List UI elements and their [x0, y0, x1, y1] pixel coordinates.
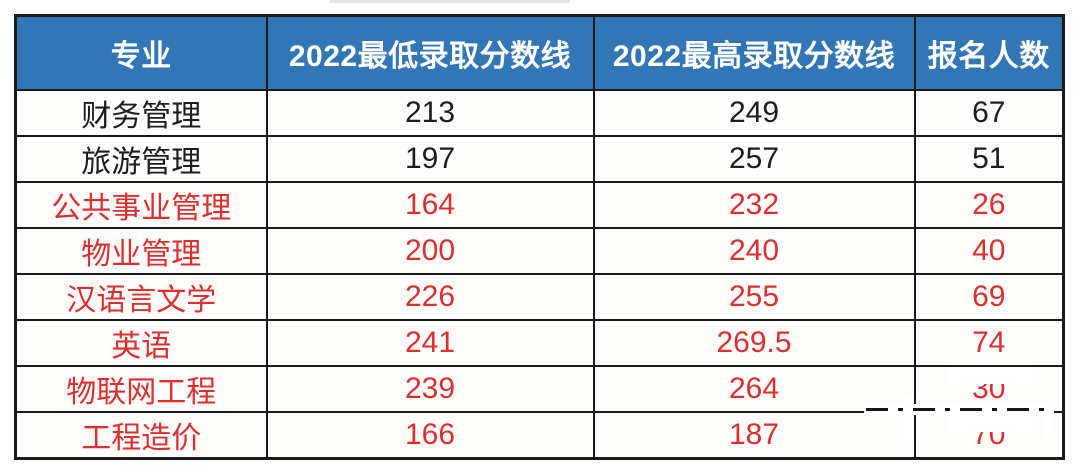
cell-major: 工程造价	[14, 410, 268, 459]
cell-major: 公共事业管理	[14, 180, 268, 229]
cell-min-score: 200	[265, 226, 595, 275]
admission-scores-table: 专业 2022最低录取分数线 2022最高录取分数线 报名人数 财务管理 213 2…	[14, 14, 1065, 460]
cell-min-score: 241	[265, 318, 595, 367]
cell-min-score: 226	[265, 272, 595, 321]
cell-min-score: 166	[265, 410, 595, 459]
cell-max-score: 255	[592, 272, 916, 321]
cell-max-score: 240	[592, 226, 916, 275]
table-row: 旅游管理 197 257 51	[14, 134, 1065, 183]
table-row: 公共事业管理 164 232 26	[14, 180, 1065, 229]
column-header-major: 专业	[14, 14, 268, 91]
cell-applicants: 51	[913, 134, 1065, 183]
table-row: 物联网工程 239 264 30	[14, 364, 1065, 413]
watermark-erase-patch	[905, 396, 914, 442]
table-header: 专业 2022最低录取分数线 2022最高录取分数线 报名人数	[14, 14, 1065, 91]
cell-min-score: 239	[265, 364, 595, 413]
table-row: 财务管理 213 249 67	[14, 88, 1065, 137]
cell-major: 物业管理	[14, 226, 268, 275]
table-row: 英语 241 269.5 74	[14, 318, 1065, 367]
cell-major: 英语	[14, 318, 268, 367]
cell-min-score: 213	[265, 88, 595, 137]
cell-applicants: 26	[913, 180, 1065, 229]
column-header-max-score-2022: 2022最高录取分数线	[592, 14, 916, 91]
cell-max-score: 232	[592, 180, 916, 229]
cell-max-score: 187	[592, 410, 916, 459]
table-row: 汉语言文学 226 255 69	[14, 272, 1065, 321]
column-header-min-score-2022: 2022最低录取分数线	[265, 14, 595, 91]
cropped-edge-smudge	[330, 0, 570, 3]
cell-applicants: 69	[913, 272, 1065, 321]
cell-max-score: 264	[592, 364, 916, 413]
cell-max-score: 249	[592, 88, 916, 137]
watermark-erase-patch	[1044, 402, 1054, 439]
table-body: 财务管理 213 249 67 旅游管理 197 257 51 公共事业管理 164 232 26 物业…	[14, 88, 1065, 459]
table-row: 工程造价 166 187 70	[14, 410, 1065, 459]
cell-major: 旅游管理	[14, 134, 268, 183]
cell-major: 财务管理	[14, 88, 268, 137]
header-row: 专业 2022最低录取分数线 2022最高录取分数线 报名人数	[14, 14, 1065, 91]
table-row: 物业管理 200 240 40	[14, 226, 1065, 275]
cell-major: 物联网工程	[14, 364, 268, 413]
cell-major: 汉语言文学	[14, 272, 268, 321]
cell-applicants: 67	[913, 88, 1065, 137]
cell-max-score: 269.5	[592, 318, 916, 367]
obscured-value: 30	[945, 367, 1033, 405]
cell-min-score: 164	[265, 180, 595, 229]
cell-applicants: 74	[913, 318, 1065, 367]
obscured-value: 70	[945, 413, 1033, 451]
cell-max-score: 257	[592, 134, 916, 183]
cell-min-score: 197	[265, 134, 595, 183]
column-header-applicants: 报名人数	[913, 14, 1065, 91]
cell-applicants: 40	[913, 226, 1065, 275]
watermark-dash-line	[866, 408, 1046, 411]
cell-applicants: 70	[913, 410, 1065, 459]
